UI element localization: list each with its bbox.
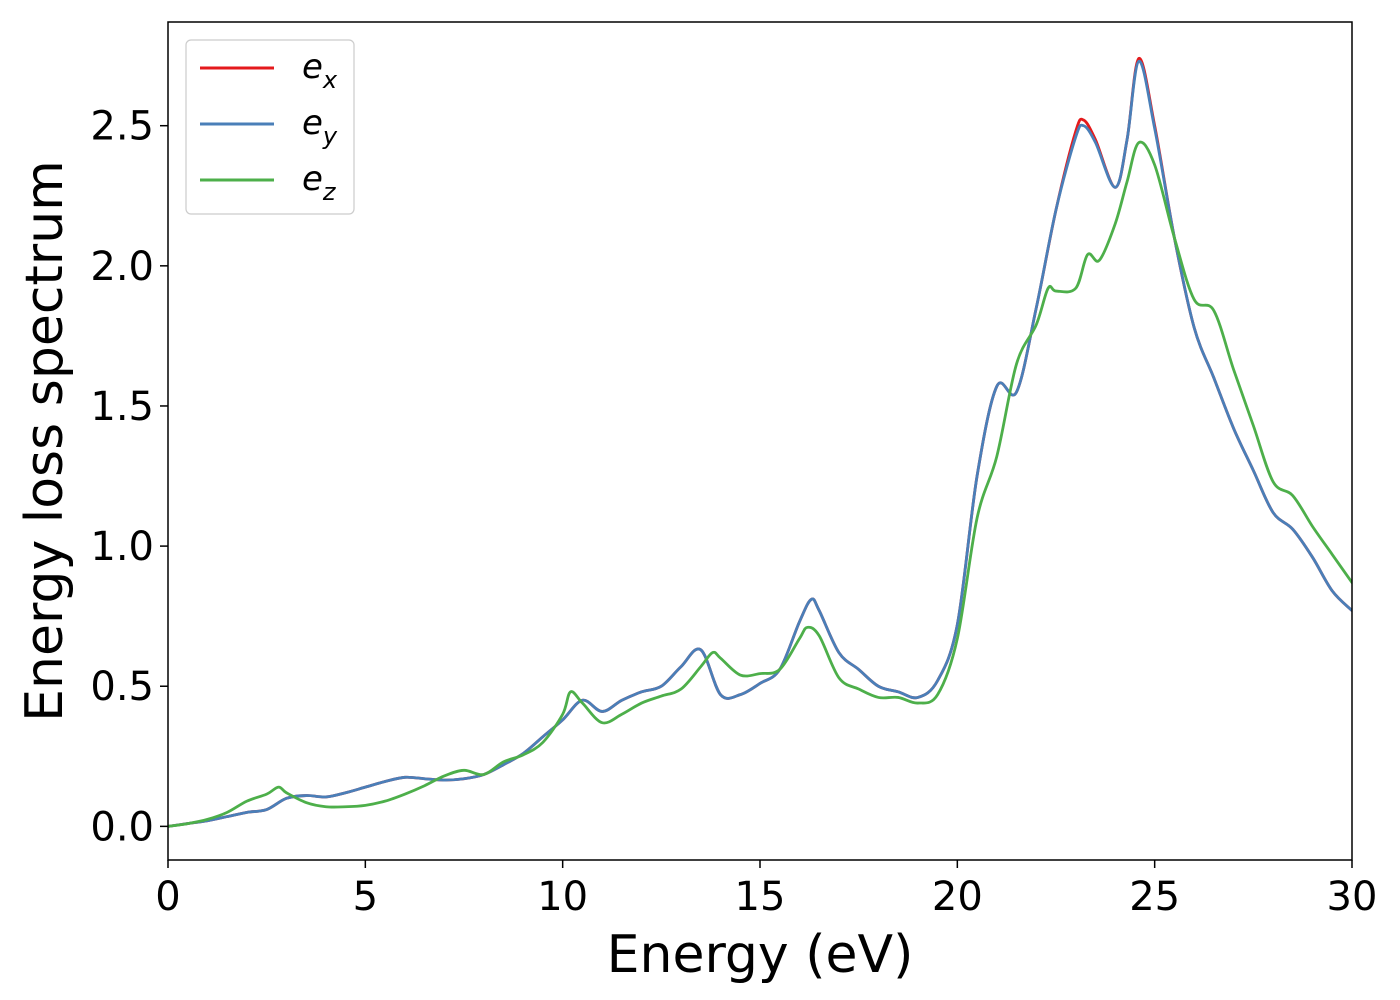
y-tick-label: 0.5 [90, 664, 154, 710]
x-tick-label: 30 [1327, 874, 1378, 920]
y-axis: 0.0 0.5 1.0 1.5 2.0 2.5 [90, 104, 168, 850]
x-tick-label: 25 [1129, 874, 1180, 920]
y-tick-label: 1.0 [90, 524, 154, 570]
series-line-z [168, 140, 1352, 828]
x-tick-label: 15 [735, 874, 786, 920]
y-tick-label: 0.0 [90, 804, 154, 850]
legend-label-y: ey [302, 103, 338, 150]
series-line-y [168, 59, 1352, 828]
legend-label-z: ez [302, 159, 337, 206]
x-tick-label: 0 [155, 874, 180, 920]
x-axis: 0 5 10 15 20 25 30 [155, 860, 1377, 920]
legend-label-subscript: z [322, 178, 337, 206]
legend-box [185, 39, 355, 215]
legend-label-base: e [302, 159, 323, 199]
legend-label-subscript: x [322, 66, 338, 94]
x-tick-label: 5 [353, 874, 378, 920]
x-tick-label: 20 [932, 874, 983, 920]
x-axis-label: Energy (eV) [607, 925, 914, 985]
legend-label-base: e [302, 47, 323, 87]
legend-label-x: ex [302, 47, 338, 94]
y-tick-label: 2.5 [90, 104, 154, 150]
y-axis-label: Energy loss spectrum [15, 160, 75, 722]
legend-label-subscript: y [322, 122, 338, 150]
plot-area [168, 57, 1352, 828]
x-tick-label: 10 [537, 874, 588, 920]
legend-label-base: e [302, 103, 323, 143]
y-tick-label: 2.0 [90, 244, 154, 290]
y-tick-label: 1.5 [90, 384, 154, 430]
